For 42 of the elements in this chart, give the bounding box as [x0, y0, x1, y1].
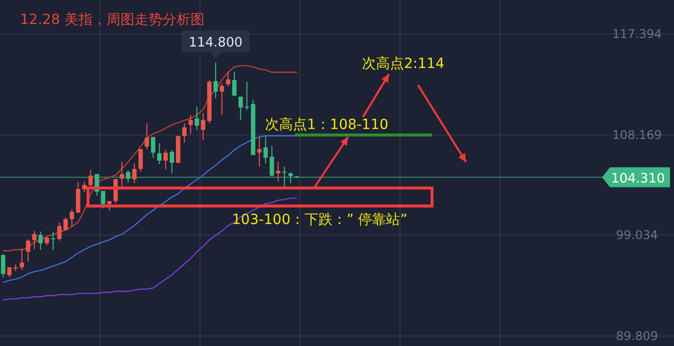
- candlestick: [100, 190, 106, 209]
- candlestick: [70, 208, 74, 228]
- candlestick: [157, 142, 162, 165]
- y-tick-label: 108.169: [612, 128, 662, 142]
- candlestick: [194, 106, 200, 130]
- candlestick: [132, 162, 137, 184]
- annotation: 103-100：下跌：” 停靠站”: [232, 212, 408, 228]
- candlestick: [182, 122, 187, 144]
- candlestick: [120, 161, 124, 188]
- candlestick: [232, 71, 237, 96]
- candlestick: [226, 71, 230, 88]
- candlestick: [257, 136, 262, 168]
- annotation: 次高点2:114: [362, 56, 444, 72]
- candlestick: [188, 114, 193, 135]
- text: 12.28 美指，周图走势分析图: [20, 12, 205, 28]
- candlestick: [63, 216, 68, 231]
- candlestick: [57, 222, 62, 242]
- y-tick-label: 117.394: [612, 27, 662, 42]
- candlestick: [32, 230, 37, 250]
- candlestick: [150, 136, 156, 158]
- candlestick: [163, 150, 168, 170]
- candlestick: [138, 148, 143, 172]
- candlestick: [170, 150, 174, 174]
- candlestick: [88, 170, 93, 188]
- candlestick: [50, 231, 56, 250]
- candlestick: [220, 82, 224, 116]
- candlestick: [26, 238, 30, 262]
- candlestick: [20, 248, 24, 271]
- annotation: 114.800: [188, 35, 243, 50]
- candlestick: [213, 62, 218, 99]
- candlestick: [144, 122, 150, 150]
- annotation: 次高点1：108-110: [265, 117, 388, 133]
- ref-line-label: 104.310: [611, 171, 665, 186]
- y-tick-label: 89.809: [616, 329, 658, 344]
- y-tick-label: 99.034: [616, 228, 658, 242]
- line-series: [2, 198, 298, 301]
- candlestick: [276, 161, 280, 182]
- candlestick: [107, 200, 112, 212]
- candlestick: [44, 235, 50, 246]
- line-series: [2, 135, 298, 284]
- candlestick: [38, 231, 43, 250]
- candlestick: [0, 254, 6, 278]
